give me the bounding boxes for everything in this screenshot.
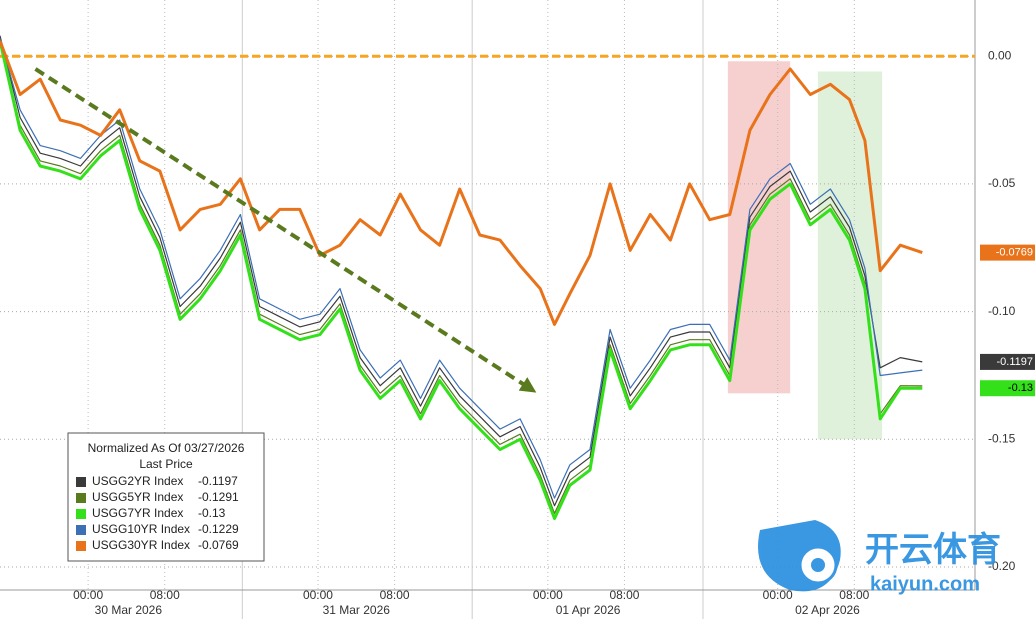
x-tick-label: 08:00 bbox=[609, 588, 639, 602]
legend-value: -0.1197 bbox=[198, 474, 238, 488]
series-line bbox=[0, 40, 923, 514]
watermark-title: 开云体育 bbox=[865, 531, 1001, 569]
last-value-label: -0.0769 bbox=[996, 247, 1033, 259]
x-tick-label: 00:00 bbox=[533, 588, 563, 602]
series-line bbox=[0, 35, 923, 507]
y-tick-label: -0.15 bbox=[988, 431, 1016, 445]
legend-value: -0.13 bbox=[198, 506, 226, 520]
legend-value: -0.1229 bbox=[198, 522, 239, 536]
y-tick-label: -0.10 bbox=[988, 304, 1016, 318]
last-value-tag bbox=[980, 244, 1035, 261]
legend-label: USGG5YR Index bbox=[92, 490, 183, 504]
legend-label: USGG10YR Index bbox=[92, 522, 190, 536]
legend: Normalized As Of 03/27/2026 Last Price U… bbox=[67, 432, 265, 562]
x-tick-label: 00:00 bbox=[73, 588, 103, 602]
watermark: 开云体育 kaiyun.com bbox=[758, 520, 1001, 595]
x-tick-label: 00:00 bbox=[763, 588, 793, 602]
legend-label: USGG30YR Index bbox=[92, 538, 190, 552]
last-value-tag bbox=[980, 380, 1035, 397]
logo-ball-center bbox=[811, 558, 825, 572]
legend-box bbox=[67, 432, 265, 562]
x-tick-label: 08:00 bbox=[380, 588, 410, 602]
series-line bbox=[0, 38, 923, 499]
last-value-label: -0.13 bbox=[1008, 382, 1033, 394]
date-label: 02 Apr 2026 bbox=[795, 603, 860, 617]
y-tick-label: 0.00 bbox=[988, 48, 1012, 62]
highlight-region bbox=[817, 71, 883, 440]
legend-label: USGG7YR Index bbox=[92, 506, 183, 520]
legend-subtitle: Last Price bbox=[139, 457, 193, 471]
x-tick-label: 08:00 bbox=[150, 588, 180, 602]
legend-swatch bbox=[76, 477, 86, 487]
last-value-label: -0.1197 bbox=[997, 356, 1034, 368]
legend-swatch bbox=[76, 493, 86, 503]
x-tick-label: 00:00 bbox=[303, 588, 333, 602]
series-line bbox=[0, 40, 923, 326]
legend-swatch bbox=[76, 509, 86, 519]
legend-title: Normalized As Of 03/27/2026 bbox=[88, 441, 245, 455]
legend-swatch bbox=[76, 525, 86, 535]
date-label: 30 Mar 2026 bbox=[95, 603, 163, 617]
legend-label: USGG2YR Index bbox=[92, 474, 183, 488]
y-tick-label: -0.05 bbox=[988, 176, 1016, 190]
y-tick-label: -0.20 bbox=[988, 559, 1016, 573]
trend-arrow bbox=[34, 67, 537, 393]
last-value-tag bbox=[980, 353, 1035, 370]
x-tick-label: 08:00 bbox=[839, 588, 869, 602]
legend-value: -0.0769 bbox=[198, 538, 239, 552]
watermark-url: kaiyun.com bbox=[870, 573, 980, 595]
legend-swatch bbox=[76, 541, 86, 551]
date-label: 01 Apr 2026 bbox=[556, 603, 621, 617]
date-label: 31 Mar 2026 bbox=[323, 603, 391, 617]
legend-value: -0.1291 bbox=[198, 490, 239, 504]
series-line bbox=[0, 40, 923, 520]
